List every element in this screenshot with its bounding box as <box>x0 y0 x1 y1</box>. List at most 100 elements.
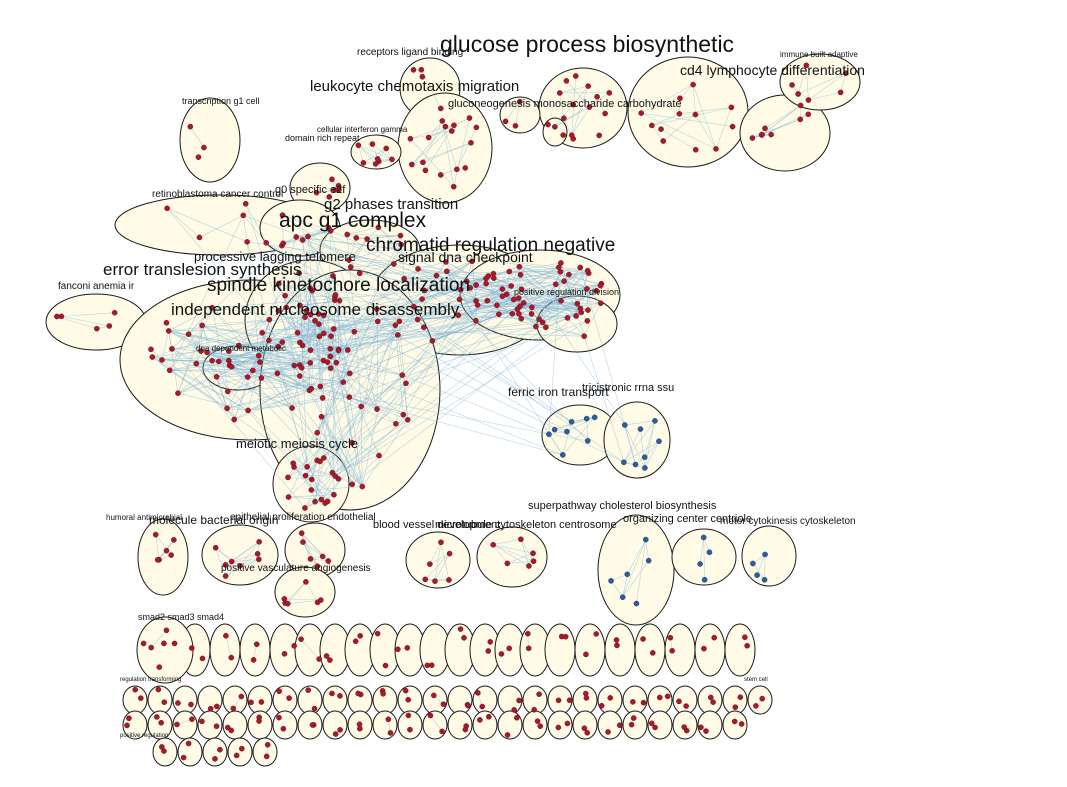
network-node <box>664 693 671 700</box>
network-node <box>530 558 537 565</box>
network-node <box>506 645 513 652</box>
network-node <box>138 695 144 701</box>
network-edge <box>200 350 300 377</box>
network-node <box>290 460 296 467</box>
network-node <box>111 309 118 316</box>
network-node <box>349 481 355 488</box>
network-node <box>591 414 598 421</box>
network-edge <box>284 581 307 604</box>
network-node <box>318 413 325 420</box>
network-edge <box>305 581 318 603</box>
network-edge <box>359 271 561 274</box>
network-edge <box>287 460 318 478</box>
network-node <box>518 315 525 322</box>
network-edge <box>640 429 646 468</box>
network-node <box>641 454 648 461</box>
network-node <box>148 346 154 353</box>
network-node <box>558 298 564 304</box>
network-node <box>314 563 321 569</box>
network-edge <box>492 544 508 564</box>
network-edge <box>644 441 660 458</box>
network-node <box>375 224 382 231</box>
network-edge <box>278 310 353 485</box>
network-node <box>557 269 564 275</box>
network-node <box>308 476 315 483</box>
network-node <box>327 657 333 663</box>
network-node <box>399 372 406 378</box>
network-node <box>319 553 326 560</box>
network-node <box>302 314 308 320</box>
network-node <box>805 97 812 103</box>
network-node <box>520 300 527 306</box>
network-node <box>94 325 100 332</box>
network-node <box>330 273 336 279</box>
network-edge <box>278 283 324 316</box>
network-edge <box>266 242 336 296</box>
network-edge <box>231 323 320 367</box>
network-edge <box>171 327 546 350</box>
network-node <box>581 725 588 732</box>
network-node <box>539 319 546 326</box>
network-node <box>487 639 494 645</box>
network-node <box>753 703 759 709</box>
network-node <box>564 315 571 321</box>
network-node <box>456 296 463 303</box>
network-node <box>279 212 286 218</box>
network-edge <box>372 143 393 160</box>
network-edge <box>231 361 260 368</box>
network-node <box>605 729 611 735</box>
network-node <box>433 272 440 279</box>
network-node <box>213 723 220 730</box>
cluster-ellipse <box>741 525 797 587</box>
network-edge <box>333 275 489 330</box>
network-edge <box>166 208 302 368</box>
network-node <box>697 561 703 567</box>
network-node <box>462 165 469 171</box>
network-edge <box>169 370 308 468</box>
network-node <box>419 73 426 80</box>
network-node <box>385 716 392 723</box>
network-edge <box>555 283 601 286</box>
network-edge <box>571 417 595 423</box>
network-node <box>169 346 175 352</box>
network-edge <box>441 120 455 187</box>
network-edge <box>651 125 664 142</box>
cluster-label: meiotic meiosis cycle <box>236 436 358 451</box>
network-edge <box>302 239 572 423</box>
network-edge <box>282 341 300 366</box>
network-edge <box>150 630 167 648</box>
network-edge <box>347 227 379 235</box>
network-node <box>608 578 614 584</box>
network-edge <box>622 560 649 598</box>
network-node <box>499 286 506 292</box>
network-node <box>224 405 230 412</box>
network-node <box>443 259 449 265</box>
network-node <box>421 287 428 294</box>
network-edge <box>566 417 595 432</box>
network-node <box>444 268 450 275</box>
network-edge <box>268 296 336 341</box>
network-node <box>307 556 314 562</box>
network-edge <box>201 325 229 392</box>
network-edge <box>808 92 841 101</box>
network-edge <box>304 316 396 326</box>
network-edge <box>327 230 331 363</box>
network-edge <box>231 366 248 378</box>
network-edge <box>296 236 625 463</box>
network-edge <box>169 215 244 371</box>
network-node <box>581 333 588 339</box>
network-edge <box>212 280 565 309</box>
network-edge <box>347 234 401 236</box>
network-edge <box>225 635 232 658</box>
network-node <box>291 643 297 649</box>
network-edge <box>168 307 213 332</box>
network-node <box>351 328 358 335</box>
network-node <box>228 654 235 661</box>
network-edge <box>338 349 550 435</box>
network-edge <box>200 325 203 352</box>
network-edge <box>756 554 766 576</box>
network-node <box>161 699 168 705</box>
network-edge <box>298 272 325 316</box>
network-node <box>446 577 452 583</box>
network-node <box>158 719 164 726</box>
